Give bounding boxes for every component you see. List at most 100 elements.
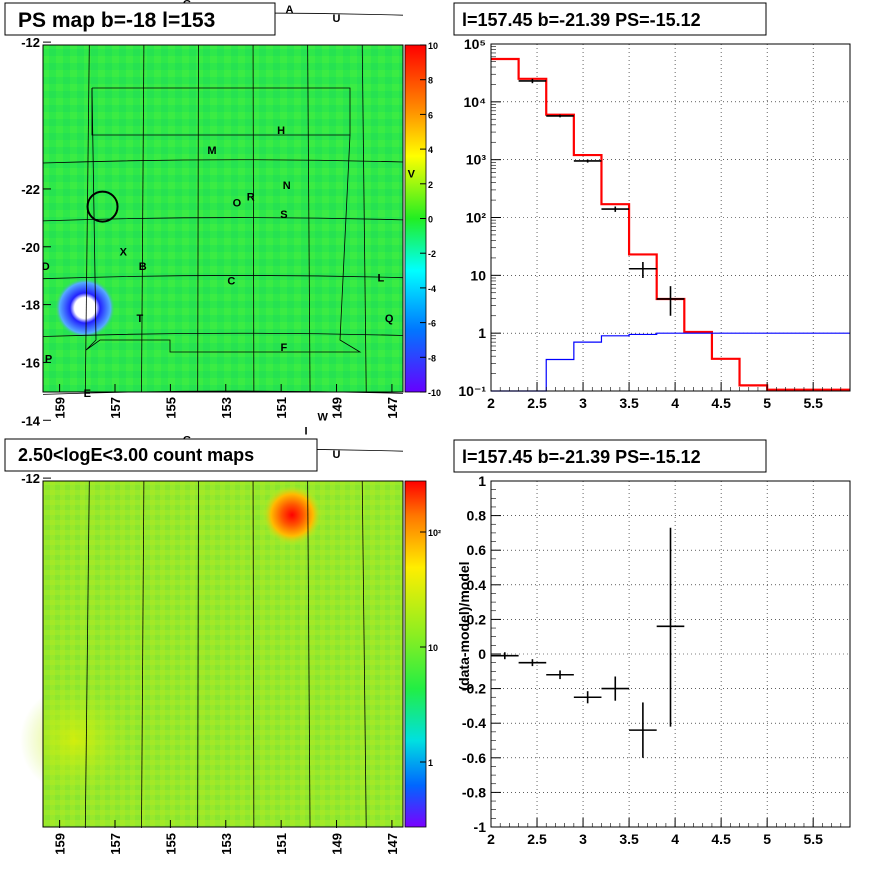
y-tick-label: -22 xyxy=(21,182,40,197)
y-tick-label: 1 xyxy=(478,325,486,341)
x-tick-label: 2 xyxy=(487,395,495,411)
count-map-title: 2.50<logE<3.00 count maps xyxy=(18,445,254,465)
y-tick-label: -12 xyxy=(21,471,40,486)
ps-map-title-box xyxy=(4,2,276,36)
residual-point xyxy=(518,659,547,667)
count-map-panel: JKGAUIWEPFTQCLDBXSORNVMH -12-14-16-18-20… xyxy=(4,125,441,855)
source-label: T xyxy=(137,313,144,325)
grid-parallel xyxy=(42,159,404,164)
y-tick-label: -20 xyxy=(21,240,40,255)
source-label: W xyxy=(317,411,328,423)
x-tick-label: 5.5 xyxy=(803,395,823,411)
grid-parallel xyxy=(42,332,404,337)
x-tick-label: 4 xyxy=(671,395,679,411)
residual-panel: 2 2.5 3 3.5 4 4.5 5 5.5 -1 -0.8 -0.6 -0.4 -0.2 0 0.2 0.… xyxy=(453,439,851,847)
grid-meridian xyxy=(252,44,255,393)
data-point xyxy=(629,262,657,278)
source-label: S xyxy=(280,209,287,221)
count-map-x-ticks: 159 157 155 153 151 149 147 xyxy=(53,820,400,855)
x-tick-label: 3 xyxy=(579,395,587,411)
grid-parallel xyxy=(42,390,404,395)
ps-map-y-ticks: -12-14-16-18-20-22 xyxy=(21,35,51,50)
grid-meridian xyxy=(252,480,255,829)
x-tick-label: 5 xyxy=(763,395,771,411)
ps-map-frame xyxy=(42,44,404,393)
colorbar-tick-label: 0 xyxy=(428,215,433,225)
grid-meridian xyxy=(197,480,199,829)
residual-point xyxy=(546,670,574,680)
residual-grid xyxy=(491,481,850,827)
count-map-y-ticks: -12 -14 -16 -18 -20 -22 xyxy=(21,182,51,486)
count-colorbar-ticks: 10² 10 1 xyxy=(420,528,441,768)
colorbar-tick-label: -8 xyxy=(428,353,436,363)
residual-y-axis-label: (data-model)/model xyxy=(456,561,472,690)
x-tick-label: 159 xyxy=(53,833,68,855)
count-map-frame xyxy=(42,480,404,828)
ps-colorbar-ticks: 10 8 6 4 2 0 -2 -4 -6 -8 -10 xyxy=(420,41,441,398)
colorbar-tick-label: -6 xyxy=(428,319,436,329)
x-tick-label: 157 xyxy=(108,397,123,419)
source-label: H xyxy=(277,125,285,137)
source-label: I xyxy=(305,426,308,438)
x-tick-label: 151 xyxy=(274,397,289,419)
colorbar-tick-label: 10 xyxy=(428,41,438,51)
colorbar-tick-label: 10 xyxy=(428,643,438,653)
x-tick-label: 2.5 xyxy=(527,395,547,411)
y-tick-label: 10³ xyxy=(466,152,487,168)
residual-axes: 2 2.5 3 3.5 4 4.5 5 5.5 -1 -0.8 -0.6 -0.4 -0.2 0 0.2 0.… xyxy=(462,473,851,847)
x-tick-label: 4.5 xyxy=(711,831,731,847)
y-tick-label: 10⁴ xyxy=(464,94,487,110)
source-label: U xyxy=(333,449,341,461)
y-tick-label: 10² xyxy=(466,210,487,226)
grid-meridian xyxy=(84,44,90,393)
colorbar-tick-label: -10 xyxy=(428,388,441,398)
count-map-target-marker xyxy=(86,190,119,223)
x-tick-label: 155 xyxy=(163,397,178,419)
y-tick-label: -0.6 xyxy=(462,750,486,766)
x-tick-label: 149 xyxy=(330,397,345,419)
source-label: B xyxy=(139,261,147,273)
grid-meridian xyxy=(84,480,90,829)
grid-meridian xyxy=(361,44,367,393)
source-label: O xyxy=(233,197,242,209)
colorbar-tick-label: 1 xyxy=(428,758,433,768)
count-map-warm-region xyxy=(20,685,130,795)
residual-title-box xyxy=(453,439,767,473)
y-tick-label: -1 xyxy=(474,819,487,835)
data-point xyxy=(601,206,630,212)
ps-map-x-ticks: 159 157 155 153 151 149 147 xyxy=(53,384,400,419)
data-point xyxy=(518,78,547,84)
y-tick-label: 0.8 xyxy=(467,508,487,524)
grid-parallel xyxy=(42,217,404,222)
y-tick-label: 0 xyxy=(478,646,486,662)
y-tick-label: 10⁻¹ xyxy=(458,383,486,399)
x-tick-label: 149 xyxy=(330,833,345,855)
data-point xyxy=(573,159,602,163)
x-tick-label: 3.5 xyxy=(619,395,639,411)
grid-meridian xyxy=(307,44,311,393)
x-tick-label: 3.5 xyxy=(619,831,639,847)
spectrum-data-points xyxy=(518,78,685,316)
x-tick-label: 147 xyxy=(385,397,400,419)
x-tick-label: 5 xyxy=(763,831,771,847)
source-label: X xyxy=(120,246,128,258)
x-tick-label: 157 xyxy=(108,833,123,855)
ps-map-roi-outline-lower xyxy=(85,87,362,353)
source-label: L xyxy=(377,272,384,284)
y-tick-label: 0.6 xyxy=(467,542,487,558)
residual-data-points xyxy=(491,527,685,758)
grid-meridian xyxy=(197,44,199,393)
x-tick-label: 159 xyxy=(53,397,68,419)
y-tick-label: 10⁵ xyxy=(464,36,486,52)
x-tick-label: 147 xyxy=(385,833,400,855)
source-label: E xyxy=(84,388,91,400)
spectrum-title-box xyxy=(453,2,767,36)
residual-title: l=157.45 b=-21.39 PS=-15.12 xyxy=(462,447,701,467)
count-map-bright-source xyxy=(262,485,322,545)
model-source-histogram xyxy=(491,332,850,392)
x-tick-label: 153 xyxy=(219,833,234,855)
ps-map-panel: JKGAUIWEPFTQCLDBXSORNVMH -12-14-16-18-20… xyxy=(4,0,441,419)
colorbar-tick-label: 4 xyxy=(428,145,433,155)
grid-meridian xyxy=(307,480,311,829)
spectrum-axes: 2 2.5 3 3.5 4 4.5 5 5.5 10⁻¹ 1 10 10² 10³ 10⁴ 10⁵ xyxy=(458,36,851,411)
